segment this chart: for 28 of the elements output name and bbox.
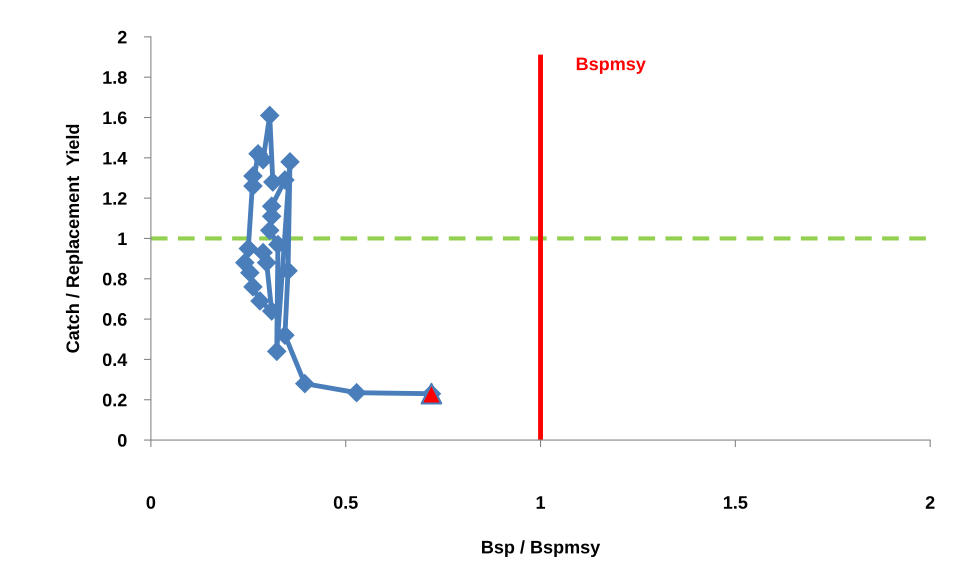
y-tick-label: 0.4 bbox=[102, 353, 128, 366]
y-tick-label: 1.2 bbox=[103, 192, 127, 205]
y-tick-label: 1.4 bbox=[103, 152, 128, 164]
point bbox=[267, 342, 286, 361]
x-tick-label: 1 bbox=[536, 496, 546, 509]
point bbox=[260, 220, 280, 240]
point bbox=[243, 277, 263, 296]
point bbox=[280, 152, 300, 172]
ref-line-label: Bspmsy bbox=[576, 58, 646, 74]
y-axis-title: Catch / Replacement Yield bbox=[66, 124, 83, 353]
y-tick-label: 0.8 bbox=[102, 272, 127, 286]
y-tick-label: 0.6 bbox=[102, 313, 127, 326]
y-tick-label: 1.6 bbox=[103, 111, 127, 124]
x-axis-title: Bsp / Bspmsy bbox=[482, 540, 600, 558]
point bbox=[240, 263, 260, 282]
x-tick-label: 2 bbox=[926, 496, 934, 509]
point bbox=[238, 239, 258, 258]
point bbox=[347, 383, 366, 402]
y-tick-label: 0.2 bbox=[102, 394, 127, 406]
x-tick-label: 1.5 bbox=[724, 496, 748, 509]
point bbox=[295, 374, 314, 394]
y-tick-label: 1 bbox=[118, 232, 127, 246]
y-tick-label: 1.8 bbox=[103, 71, 127, 84]
y-tick-label: 2 bbox=[118, 30, 127, 44]
x-tick-label: 0 bbox=[146, 496, 156, 509]
x-tick-label: 0.5 bbox=[334, 496, 358, 509]
point bbox=[250, 291, 270, 310]
y-tick-label: 0 bbox=[118, 434, 127, 447]
